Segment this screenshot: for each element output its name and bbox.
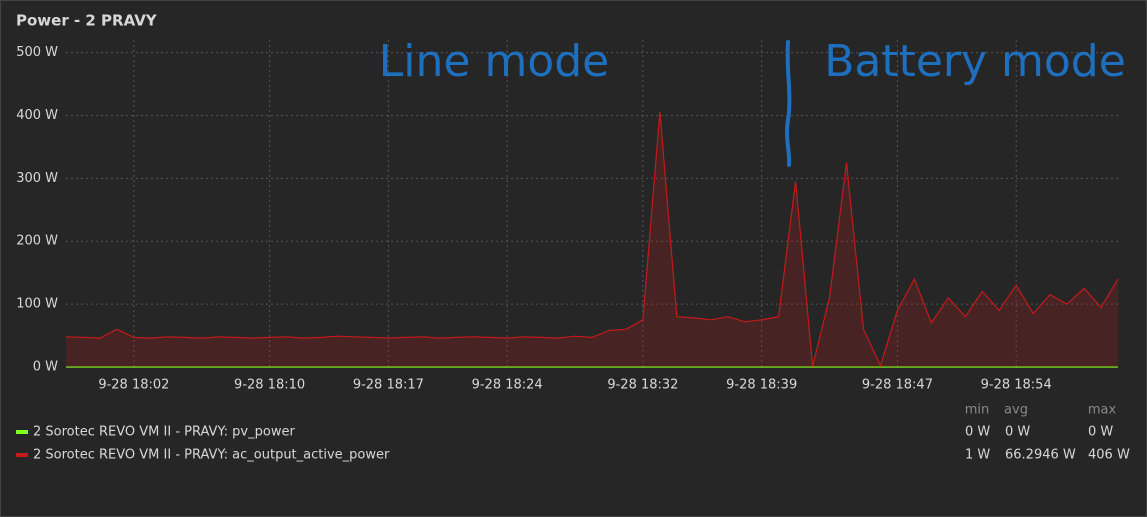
legend-label: 2 Sorotec REVO VM II - PRAVY: pv_power: [33, 425, 295, 440]
x-tick-label: 9-28 18:17: [353, 378, 424, 393]
y-tick-label: 200 W: [16, 234, 58, 249]
legend-value: 406 W: [1088, 448, 1130, 463]
panel-title: Power - 2 PRAVY: [16, 12, 158, 30]
legend-value: 1 W: [965, 448, 990, 463]
x-tick-label: 9-28 18:47: [862, 378, 933, 393]
legend-value: 66.2946 W: [1005, 448, 1076, 463]
annotation: Line mode: [379, 36, 609, 87]
legend-value: 0 W: [965, 425, 990, 440]
marker-stroke: [785, 40, 792, 167]
y-tick-label: 0 W: [33, 360, 58, 375]
x-tick-label: 9-28 18:54: [981, 378, 1052, 393]
x-tick-label: 9-28 18:39: [726, 378, 797, 393]
legend-swatch: [16, 453, 28, 457]
x-tick-label: 9-28 18:24: [472, 378, 543, 393]
series-area: [66, 111, 1118, 367]
y-tick-label: 100 W: [16, 297, 58, 312]
series-line: [65, 111, 1119, 368]
legend-value: 0 W: [1005, 425, 1030, 440]
x-tick-label: 9-28 18:02: [98, 378, 169, 393]
y-tick-label: 400 W: [16, 108, 58, 123]
y-tick-label: 300 W: [16, 171, 58, 186]
x-tick-label: 9-28 18:32: [607, 378, 678, 393]
y-tick-label: 500 W: [16, 45, 58, 60]
legend-column-header: max: [1088, 403, 1117, 418]
legend-column-header: min: [965, 403, 990, 418]
legend-label: 2 Sorotec REVO VM II - PRAVY: ac_output_…: [33, 448, 390, 463]
legend-value: 0 W: [1088, 425, 1113, 440]
annotation: Battery mode: [824, 36, 1126, 87]
legend-swatch: [16, 430, 28, 434]
x-tick-label: 9-28 18:10: [234, 378, 305, 393]
legend-column-header: avg: [1004, 403, 1028, 418]
